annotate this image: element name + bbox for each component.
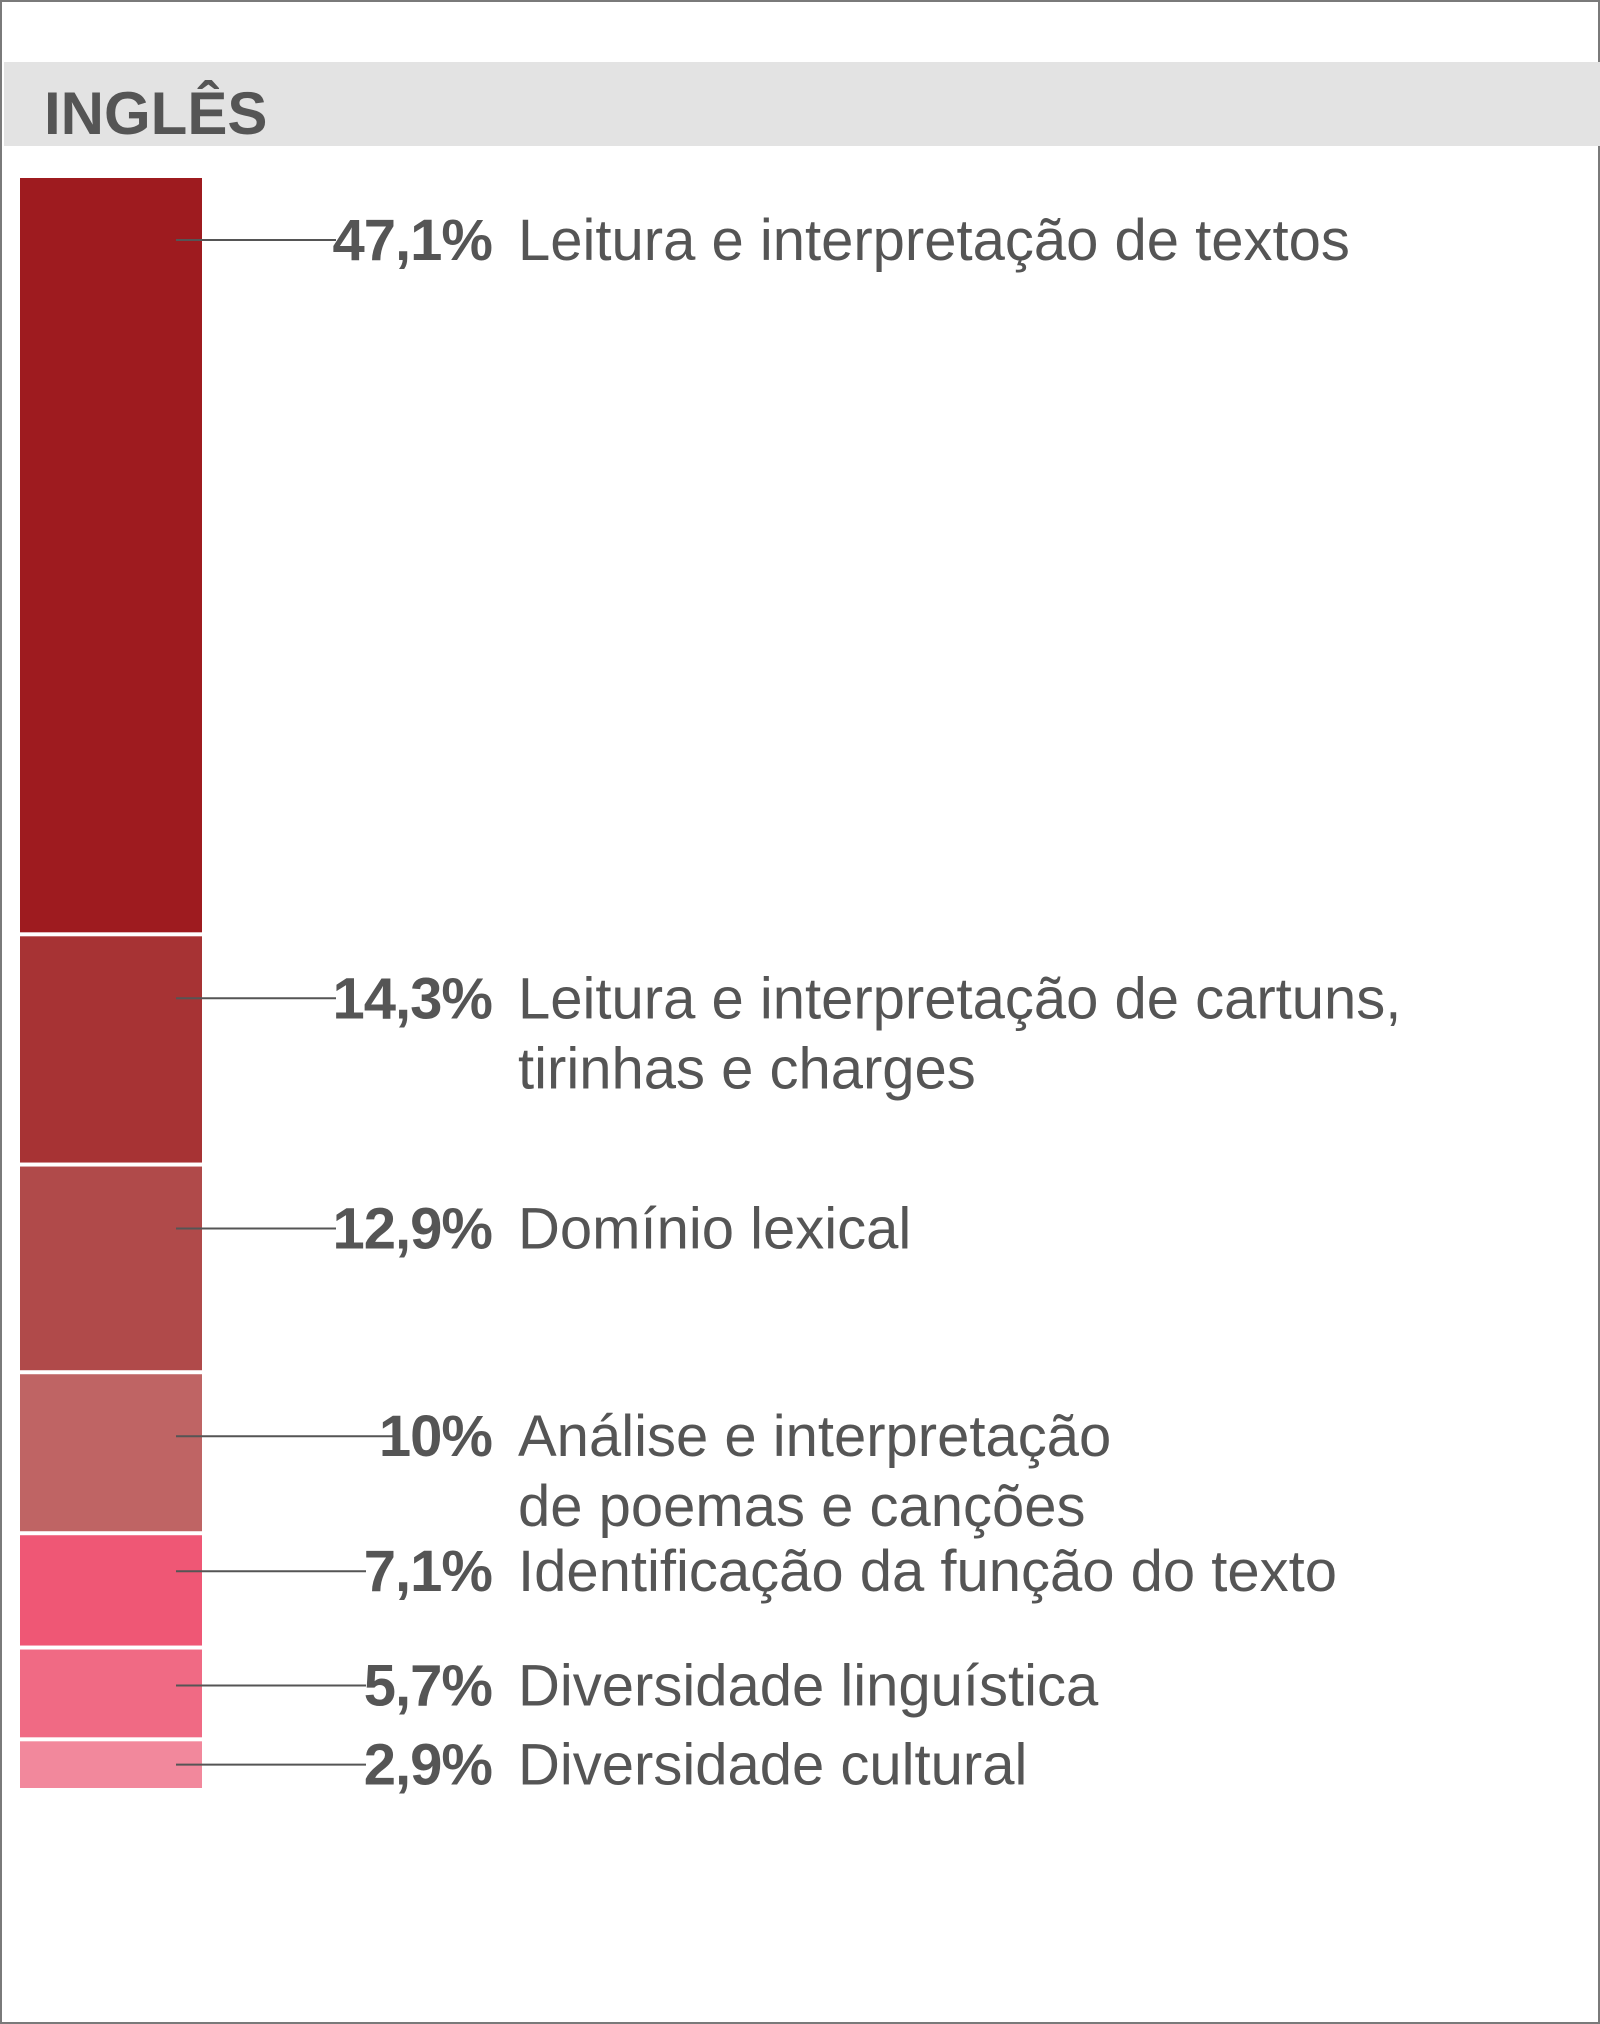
category-label-4-line-2: de poemas e canções [518, 1474, 1085, 1539]
chart-header: INGLÊS [4, 62, 1600, 147]
category-label-7: Diversidade cultural [518, 1733, 1027, 1798]
category-label-5: Identificação da função do texto [518, 1539, 1337, 1604]
bar-segment-2 [20, 936, 202, 1163]
bar-segment-4 [20, 1374, 202, 1532]
value-label-3: 12,9% [333, 1197, 493, 1262]
bar-segment-7 [20, 1741, 202, 1788]
bar-segment-1 [20, 178, 202, 933]
value-label-2: 14,3% [333, 966, 493, 1031]
category-label-3: Domínio lexical [518, 1197, 911, 1262]
category-label-1: Leitura e interpretação de textos [518, 208, 1350, 273]
bar-segment-3 [20, 1166, 202, 1371]
bar-segment-5 [20, 1535, 202, 1646]
value-label-5: 7,1% [364, 1539, 493, 1604]
value-label-7: 2,9% [364, 1733, 493, 1798]
category-label-2-line-1: Leitura e interpretação de cartuns, [518, 966, 1401, 1031]
bar-segment-6 [20, 1649, 202, 1738]
category-label-6: Diversidade linguística [518, 1654, 1099, 1719]
category-label-4-line-1: Análise e interpretação [518, 1404, 1111, 1469]
chart-title: INGLÊS [44, 80, 268, 147]
value-label-1: 47,1% [333, 208, 493, 273]
value-label-6: 5,7% [364, 1654, 493, 1719]
value-label-4: 10% [379, 1404, 493, 1469]
category-label-2-line-2: tirinhas e charges [518, 1036, 976, 1101]
